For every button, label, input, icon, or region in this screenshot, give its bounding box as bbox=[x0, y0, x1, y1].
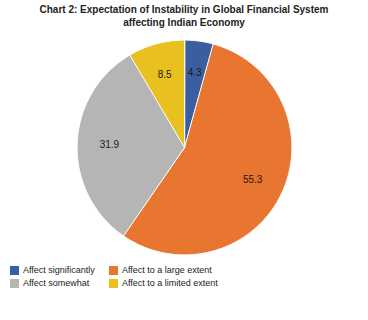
svg-text:55.3: 55.3 bbox=[243, 173, 263, 184]
svg-text:31.9: 31.9 bbox=[100, 139, 120, 150]
html-text:Affect somewhat: Affect somewhat bbox=[23, 278, 90, 288]
html-text:Affect to a limited extent: Affect to a limited extent bbox=[121, 278, 218, 288]
svg-text:8.5: 8.5 bbox=[158, 69, 172, 80]
html-text:Chart 2: Expectation of Instab: Chart 2: Expectation of Instability in G… bbox=[39, 4, 329, 28]
html-text:Affect significantly: Affect significantly bbox=[23, 265, 95, 275]
html-text:Affect to a large extent: Affect to a large extent bbox=[121, 265, 212, 275]
svg-text:4.3: 4.3 bbox=[188, 67, 202, 78]
